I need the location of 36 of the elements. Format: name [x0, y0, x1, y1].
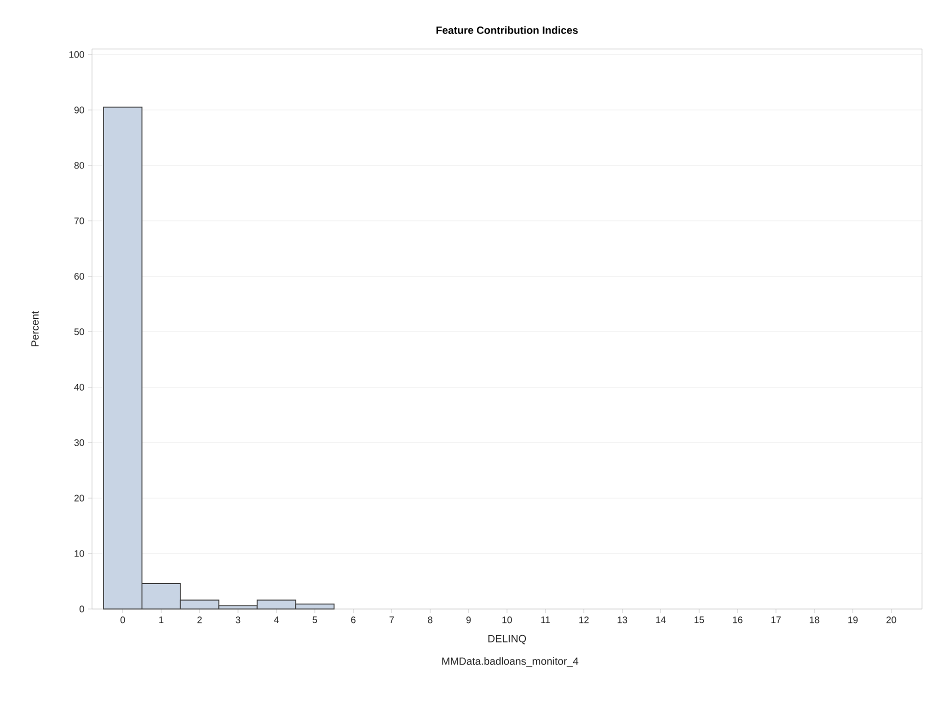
chart-title: Feature Contribution Indices: [436, 26, 578, 34]
x-tick-label: 17: [771, 616, 781, 624]
x-tick-label: 16: [733, 616, 742, 624]
x-tick-label: 11: [541, 616, 550, 624]
x-tick-label: 5: [312, 616, 318, 624]
y-tick-label: 30: [74, 439, 84, 446]
x-tick-label: 0: [120, 616, 125, 624]
x-tick-label: 13: [618, 616, 628, 624]
x-tick-label: 2: [197, 616, 202, 624]
x-tick-label: 4: [274, 616, 279, 624]
x-tick-label: 9: [466, 616, 471, 624]
y-tick-label: 90: [74, 106, 84, 114]
x-tick-label: 1: [159, 616, 164, 624]
x-tick-label: 15: [694, 616, 704, 624]
y-tick-label: 40: [74, 384, 84, 391]
x-tick-label: 6: [351, 616, 356, 624]
y-tick-label: 70: [74, 218, 84, 224]
x-axis-title: DELINQ: [488, 634, 526, 644]
y-tick-label: 60: [74, 272, 84, 280]
y-tick-label: 80: [74, 162, 84, 169]
y-tick-label: 20: [74, 494, 84, 502]
x-tick-label: 18: [810, 616, 820, 624]
y-axis-title: Percent: [31, 311, 39, 346]
x-tick-label: 14: [656, 616, 666, 624]
x-tick-label: 8: [428, 616, 432, 624]
x-tick-label: 10: [502, 616, 512, 624]
x-tick-label: 20: [886, 616, 896, 624]
x-tick-label: 12: [579, 616, 589, 624]
x-tick-label: 7: [390, 616, 394, 624]
y-tick-label: 50: [74, 328, 84, 336]
text: MMData.badloans_monitor_4: [442, 657, 578, 667]
x-tick-label: 3: [236, 616, 240, 624]
y-tick-label: 100: [69, 51, 84, 58]
y-tick-label: 0: [80, 606, 84, 612]
x-tick-label: 19: [848, 616, 858, 624]
y-tick-label: 10: [74, 550, 84, 557]
